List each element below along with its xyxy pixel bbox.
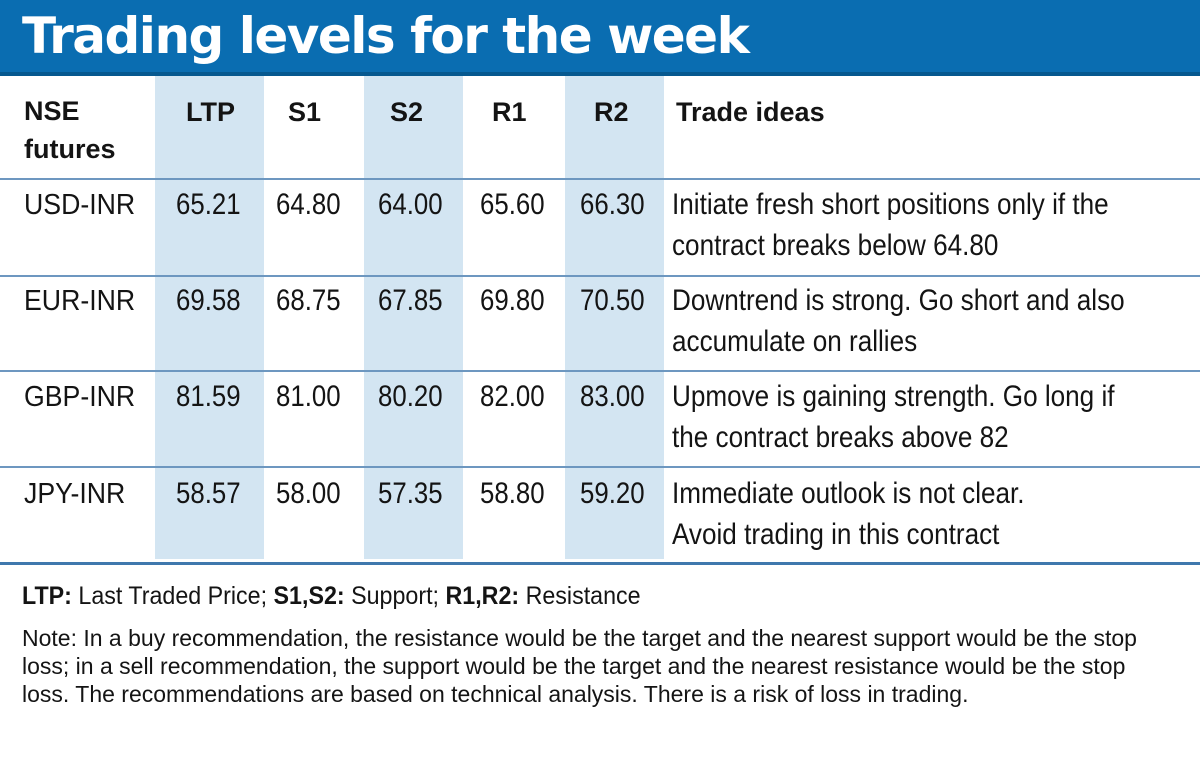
r1-cell: 58.80 [480,477,545,510]
legend-term: LTP: [22,582,72,610]
table-bottom-rule [0,562,1200,565]
r2-cell: 70.50 [580,284,645,317]
r2-cell: 66.30 [580,188,645,221]
ltp-column-shade [155,76,264,559]
instrument-cell: JPY-INR [24,478,126,510]
r2-column-shade [565,76,664,559]
instrument-cell: USD-INR [24,189,136,221]
r2-cell: 83.00 [580,380,645,413]
legend-term: R1,R2: [445,582,520,610]
trade-idea-line: the contract breaks above 82 [672,421,1009,454]
s1-cell: 81.00 [276,380,341,413]
legend-definition: Resistance [525,582,641,610]
header-s2: S2 [390,97,424,127]
header-r2: R2 [594,97,629,127]
s2-cell: 67.85 [378,284,443,317]
instrument-cell: GBP-INR [24,381,136,413]
trade-idea-line: Downtrend is strong. Go short and also [672,284,1125,317]
abbreviation-legend: LTP: Last Traded Price; S1,S2: Support; … [22,580,1101,612]
ltp-cell: 81.59 [176,380,241,413]
r1-cell: 65.60 [480,188,545,221]
header-trade-ideas: Trade ideas [676,97,825,127]
legend-definition: Support; [351,582,440,610]
ltp-cell: 58.57 [176,477,241,510]
s1-cell: 64.80 [276,188,341,221]
s2-cell: 57.35 [378,477,443,510]
trade-idea-line: accumulate on rallies [672,325,918,358]
r1-cell: 69.80 [480,284,545,317]
page-title: Trading levels for the week [22,7,750,65]
r2-cell: 59.20 [580,477,645,510]
row-divider [0,370,1200,372]
disclaimer-note: Note: In a buy recommendation, the resis… [22,625,1137,707]
ltp-cell: 69.58 [176,284,241,317]
header-instrument: NSE futures [24,96,116,164]
trade-idea-line: Immediate outlook is not clear. [672,477,1025,510]
instrument-cell: EUR-INR [24,285,136,317]
header-ltp: LTP [186,97,235,127]
r1-cell: 82.00 [480,380,545,413]
s1-cell: 58.00 [276,477,341,510]
ltp-cell: 65.21 [176,188,241,221]
s2-cell: 64.00 [378,188,443,221]
row-divider [0,466,1200,468]
s2-column-shade [364,76,463,559]
header-r1: R1 [492,97,527,127]
trade-idea-line: Initiate fresh short positions only if t… [672,188,1109,221]
legend-term: S1,S2: [273,582,345,610]
trade-idea-line: Upmove is gaining strength. Go long if [672,380,1115,413]
row-divider [0,178,1200,180]
trade-idea-line: contract breaks below 64.80 [672,229,999,262]
row-divider [0,275,1200,277]
title-bar: Trading levels for the week [0,0,1200,76]
trade-idea-line: Avoid trading in this contract [672,518,1000,551]
s1-cell: 68.75 [276,284,341,317]
header-s1: S1 [288,97,322,127]
legend-definition: Last Traded Price; [78,582,268,610]
s2-cell: 80.20 [378,380,443,413]
